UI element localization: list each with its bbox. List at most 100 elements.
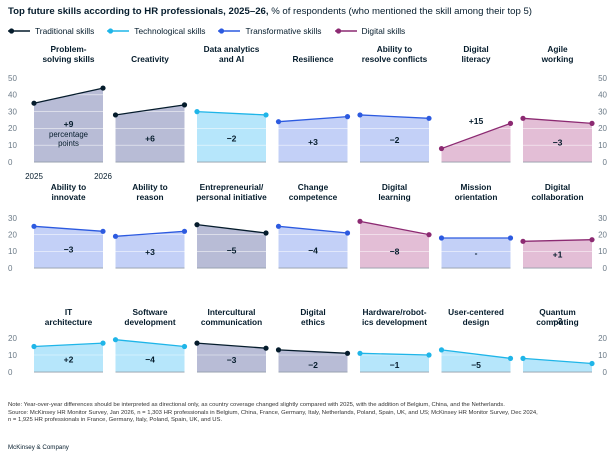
data-point-2025 <box>520 355 526 361</box>
change-label: +9 <box>64 119 74 129</box>
panel-title-line: Digital <box>382 182 407 192</box>
source-line-continued: n = 1,925 HR professionals in France, Ge… <box>8 417 223 424</box>
panel-title: Ability to innovate <box>51 182 87 202</box>
panel-title-line: Creativity <box>131 54 169 64</box>
series-line <box>278 115 348 123</box>
change-label: −5 <box>227 246 237 256</box>
area-fill <box>278 349 348 372</box>
panel-title-line: computing <box>536 317 578 327</box>
data-point-2026 <box>344 230 351 236</box>
skill-panel: Digital collaboration +1 <box>520 182 595 269</box>
panel-title-line: Mission <box>461 182 492 192</box>
data-point-2025 <box>275 119 282 125</box>
data-point-2026 <box>426 352 432 358</box>
series-line <box>196 110 267 116</box>
panel-title: Ability to reason <box>132 182 168 202</box>
skill-panel: Agile working −3 <box>520 44 595 163</box>
panel-title-line: communication <box>201 317 262 327</box>
data-point-2025 <box>357 350 363 356</box>
data-point-2025 <box>275 223 282 229</box>
series-line <box>359 220 430 236</box>
y-tick-label-right: 30 <box>598 214 607 223</box>
data-point-2026 <box>589 360 595 367</box>
series-line <box>441 349 511 360</box>
skill-panel: Data analytics and AI −2 <box>194 44 269 163</box>
series-line <box>522 239 593 242</box>
change-unit-line1: percentage <box>49 130 88 139</box>
panel-title-line: Ability to <box>51 182 87 192</box>
panel-title-line: Agile <box>547 44 568 54</box>
change-label: +15 <box>469 116 484 126</box>
area-fill <box>441 349 511 372</box>
panel-title-line: solving skills <box>42 54 94 64</box>
area-fill <box>115 104 185 162</box>
area-fill <box>197 343 266 372</box>
panel-title-line: Hardware/robot- <box>362 307 426 317</box>
panel-title-line: Data analytics <box>204 44 260 54</box>
y-tick-label-right: 0 <box>603 264 608 273</box>
y-tick-label-right: 40 <box>598 91 607 100</box>
change-label: +2 <box>64 354 74 364</box>
change-label: −3 <box>553 316 563 326</box>
area-fill <box>278 116 348 162</box>
data-point-2026 <box>426 115 432 121</box>
change-label: −1 <box>390 360 400 370</box>
series-line <box>522 357 593 365</box>
panel-title: Resilience <box>292 54 333 64</box>
y-tick-label-right: 10 <box>598 351 607 360</box>
skill-panel: Ability to resolve conflicts −2 <box>357 44 432 163</box>
data-point-2026 <box>344 350 351 356</box>
panel-title-line: Problem- <box>51 44 87 54</box>
legend: Traditional skills Technological skills Tr… <box>8 25 418 37</box>
y-tick-label-right: 0 <box>603 368 608 377</box>
small-multiples-chart: 0 0 10 10 20 20 30 30 40 40 50 50 0 0 10 10 20 20 30 30 0 0 10… <box>8 44 608 377</box>
change-label: - <box>475 248 478 258</box>
panel-title-line: reason <box>136 192 163 202</box>
panel-title: IT architecture <box>45 307 93 327</box>
chart-title-bold: Top future skills according to HR profes… <box>8 6 269 17</box>
data-point-2025 <box>31 100 37 106</box>
change-label: −4 <box>308 246 318 256</box>
change-unit-line2: points <box>58 139 79 148</box>
x-tick-2026: 2026 <box>94 172 112 181</box>
series-line <box>196 224 267 234</box>
panel-title: Software development <box>124 307 175 327</box>
change-label: −8 <box>390 246 400 256</box>
panel-title-line: Digital <box>463 44 488 54</box>
skill-panel: Hardware/robot-ics development −1 <box>357 307 432 373</box>
y-tick-label-right: 10 <box>598 247 607 256</box>
series-line <box>33 87 104 104</box>
panel-title-line: IT <box>65 307 72 317</box>
data-point-2025 <box>438 235 445 241</box>
data-point-2025 <box>438 347 445 353</box>
change-label: −3 <box>553 138 563 148</box>
legend-item: Transformative skills <box>218 26 322 36</box>
skill-panel: Mission orientation - <box>438 182 514 269</box>
change-label: −3 <box>227 355 237 365</box>
series-line <box>115 339 185 348</box>
y-tick-label-left: 30 <box>8 214 17 223</box>
chart-title: Top future skills according to HR profes… <box>8 6 608 18</box>
panel-title: Change competence <box>289 182 338 202</box>
y-tick-label-left: 20 <box>8 230 17 239</box>
panel-title: Entrepreneurial/personal initiative <box>196 182 267 202</box>
y-tick-label-right: 20 <box>598 124 607 133</box>
legend-item: Traditional skills <box>8 26 94 36</box>
skill-panel: Digital literacy +15 <box>438 44 514 163</box>
data-point-2025 <box>357 112 363 118</box>
data-point-2025 <box>357 218 363 224</box>
skill-panel: Resilience +3 <box>275 54 351 163</box>
skill-panel: User-centered design −5 <box>438 307 514 373</box>
change-label: +1 <box>553 250 563 260</box>
y-tick-label-right: 30 <box>598 107 607 116</box>
skill-panel: Change competence −4 <box>275 182 351 269</box>
change-label: −2 <box>308 360 318 370</box>
panel-title-line: collaboration <box>531 192 583 202</box>
y-tick-label-left: 30 <box>8 107 17 116</box>
skill-panel: Ability to innovate −3 <box>31 182 106 269</box>
area-fill <box>360 221 429 268</box>
y-tick-label-right: 20 <box>598 334 607 343</box>
area-fill <box>115 231 185 268</box>
y-tick-label-left: 20 <box>8 334 17 343</box>
y-tick-label-left: 20 <box>8 124 17 133</box>
